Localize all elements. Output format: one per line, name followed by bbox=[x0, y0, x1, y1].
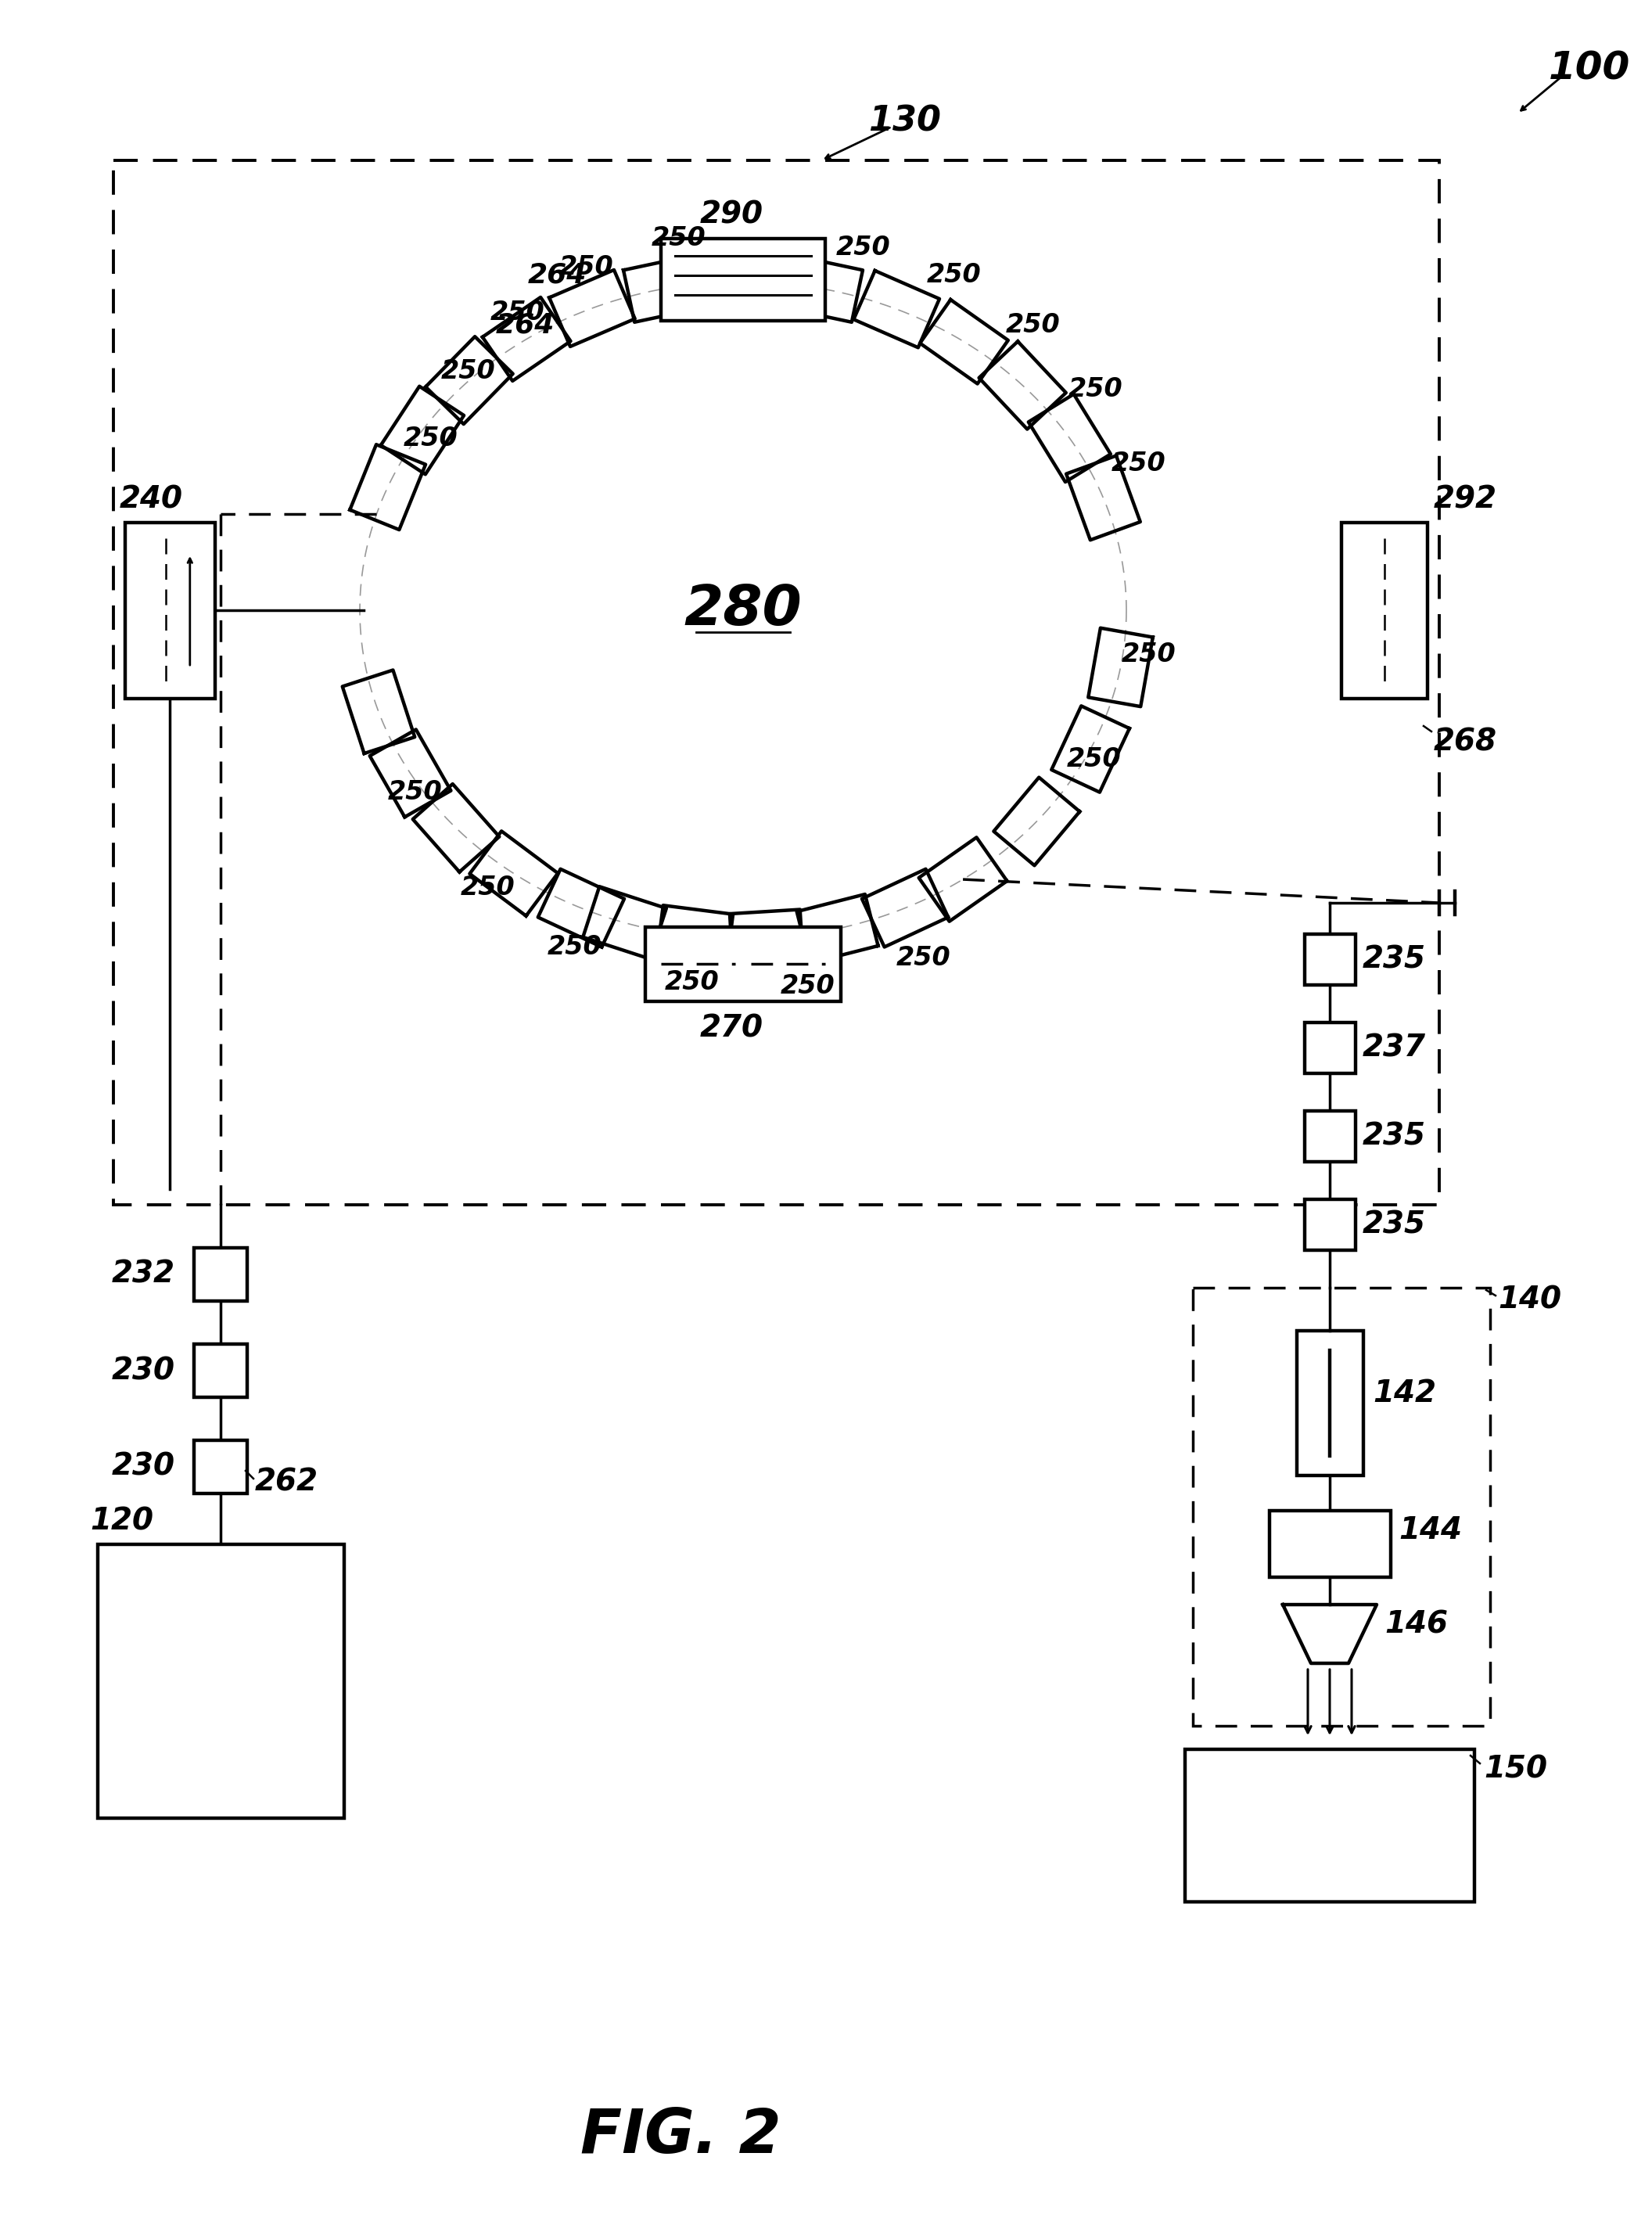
Text: 144: 144 bbox=[1399, 1516, 1462, 1545]
Text: 250: 250 bbox=[895, 944, 950, 971]
Text: 268: 268 bbox=[1434, 728, 1497, 757]
Text: 270: 270 bbox=[700, 1013, 763, 1045]
Text: FIG. 2: FIG. 2 bbox=[580, 2107, 781, 2165]
Text: 250: 250 bbox=[547, 935, 601, 960]
Text: 230: 230 bbox=[112, 1355, 175, 1386]
Text: 250: 250 bbox=[461, 875, 515, 902]
Text: 235: 235 bbox=[1363, 944, 1426, 973]
Bar bbox=[193, 1440, 248, 1493]
Text: 140: 140 bbox=[1498, 1286, 1561, 1315]
Text: 142: 142 bbox=[1373, 1379, 1436, 1408]
Bar bbox=[1297, 1330, 1363, 1475]
Text: 264: 264 bbox=[496, 312, 555, 337]
Text: 250: 250 bbox=[491, 299, 545, 326]
Text: 264: 264 bbox=[529, 261, 586, 288]
Bar bbox=[1305, 935, 1356, 984]
Text: 235: 235 bbox=[1363, 1210, 1426, 1239]
Text: 250: 250 bbox=[403, 426, 458, 451]
Bar bbox=[661, 239, 826, 321]
Text: 250: 250 bbox=[1067, 748, 1122, 772]
Text: 250: 250 bbox=[927, 261, 981, 288]
Text: 100: 100 bbox=[1550, 49, 1631, 87]
Text: 250: 250 bbox=[388, 779, 443, 806]
Text: 146: 146 bbox=[1384, 1609, 1447, 1638]
Bar bbox=[193, 1344, 248, 1397]
Text: 130: 130 bbox=[869, 105, 942, 138]
Text: 232: 232 bbox=[112, 1259, 175, 1290]
Text: 240: 240 bbox=[119, 484, 183, 513]
Bar bbox=[114, 161, 1439, 1205]
Text: 262: 262 bbox=[254, 1469, 319, 1498]
Text: 250: 250 bbox=[651, 225, 705, 250]
Bar bbox=[646, 926, 841, 1002]
Bar bbox=[1305, 1022, 1356, 1074]
Text: 250: 250 bbox=[560, 254, 615, 279]
Text: 230: 230 bbox=[112, 1453, 175, 1482]
Text: 237: 237 bbox=[1363, 1033, 1426, 1062]
Text: 250: 250 bbox=[1112, 451, 1166, 475]
Text: 250: 250 bbox=[1069, 377, 1123, 402]
Text: 250: 250 bbox=[1122, 641, 1176, 667]
Bar bbox=[1184, 1750, 1475, 1902]
Bar bbox=[1305, 1112, 1356, 1163]
Bar bbox=[1341, 522, 1427, 699]
Text: 292: 292 bbox=[1434, 484, 1497, 513]
Text: 235: 235 bbox=[1363, 1120, 1426, 1152]
Text: 280: 280 bbox=[684, 583, 801, 636]
Text: 250: 250 bbox=[1006, 312, 1061, 339]
Bar bbox=[1193, 1288, 1490, 1725]
Bar bbox=[1305, 1199, 1356, 1250]
Text: 250: 250 bbox=[664, 969, 719, 995]
Text: 150: 150 bbox=[1483, 1754, 1548, 1783]
Bar bbox=[1269, 1511, 1391, 1578]
Text: 250: 250 bbox=[836, 234, 890, 261]
Bar bbox=[97, 1545, 344, 1819]
Text: 290: 290 bbox=[700, 201, 763, 230]
Text: 250: 250 bbox=[441, 357, 496, 384]
Text: 250: 250 bbox=[780, 973, 834, 1000]
Bar bbox=[193, 1248, 248, 1301]
Text: 120: 120 bbox=[89, 1507, 154, 1536]
Bar bbox=[126, 522, 215, 699]
